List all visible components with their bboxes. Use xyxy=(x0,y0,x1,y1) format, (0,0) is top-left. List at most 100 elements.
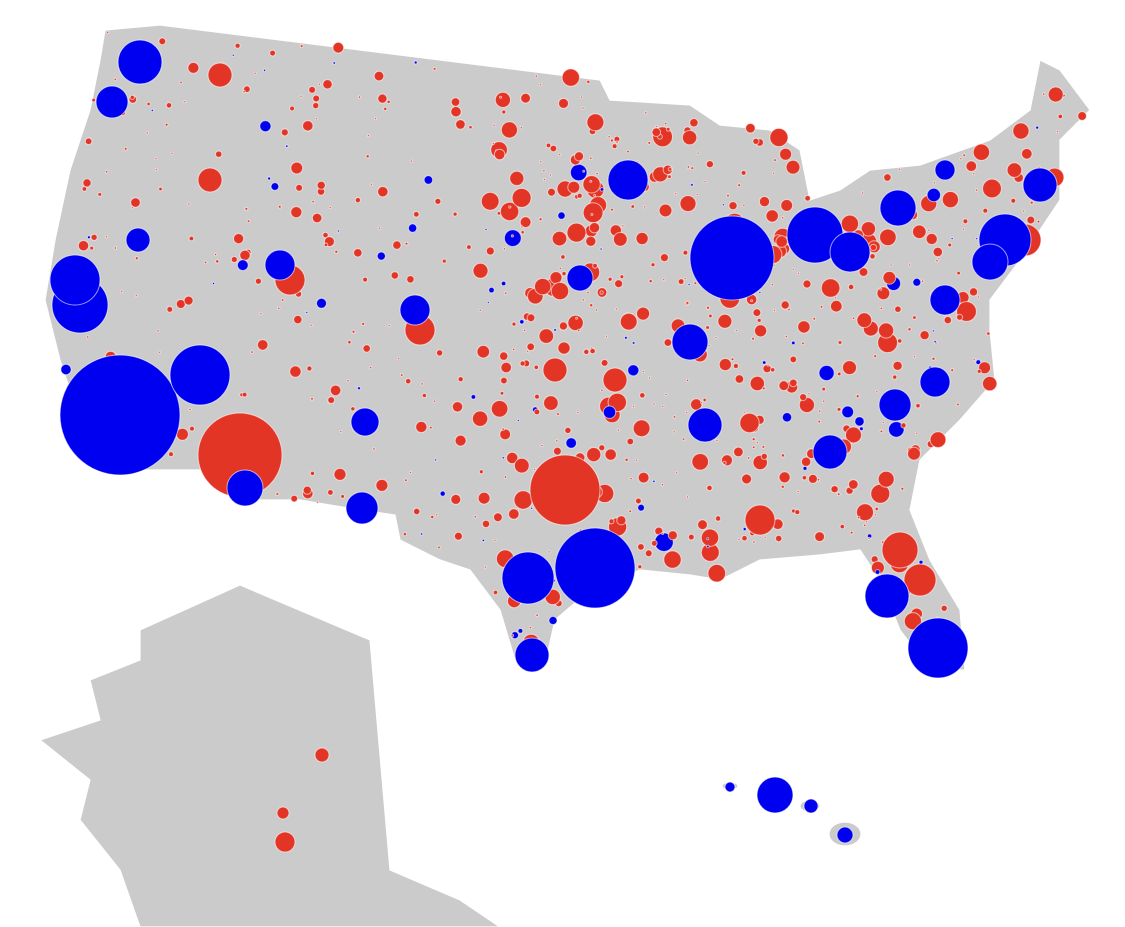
bubble xyxy=(845,426,862,444)
bubble xyxy=(667,530,678,541)
bubble xyxy=(97,192,103,197)
bubble xyxy=(230,256,238,263)
bubble xyxy=(156,329,160,333)
bubble xyxy=(947,242,953,248)
bubble xyxy=(550,281,570,301)
bubble xyxy=(648,279,653,284)
bubble xyxy=(799,393,808,402)
bubble xyxy=(874,506,879,512)
bubble xyxy=(754,324,768,338)
bubble xyxy=(739,412,760,434)
bubble xyxy=(775,534,783,543)
bubble xyxy=(557,211,566,220)
bubble xyxy=(158,37,167,46)
bubble xyxy=(267,176,272,181)
bubble xyxy=(855,394,860,399)
bubble xyxy=(576,192,583,199)
bubble xyxy=(519,216,532,229)
bubble xyxy=(801,341,805,346)
bubble xyxy=(714,335,718,339)
bubble xyxy=(519,319,525,325)
bubble xyxy=(705,160,715,169)
bubble xyxy=(726,193,730,198)
bubble xyxy=(569,163,588,182)
bubble xyxy=(780,199,794,212)
bubble xyxy=(1010,197,1017,204)
bubble xyxy=(586,79,591,85)
bubble xyxy=(975,237,979,241)
bubble xyxy=(581,298,585,302)
bubble xyxy=(165,102,173,109)
bubble xyxy=(763,535,767,539)
bubble xyxy=(607,135,611,139)
bubble xyxy=(867,536,871,540)
bubble xyxy=(977,295,981,299)
bubble xyxy=(506,451,519,465)
bubble xyxy=(619,312,638,331)
bubble xyxy=(435,513,439,517)
bubble xyxy=(530,506,534,510)
bubble xyxy=(553,328,557,332)
bubble xyxy=(323,242,329,248)
bubble xyxy=(361,321,366,326)
bubble xyxy=(766,363,770,367)
bubble xyxy=(860,221,877,237)
bubble xyxy=(314,117,318,121)
bubble xyxy=(897,167,901,171)
bubble xyxy=(117,39,163,85)
bubble xyxy=(242,90,246,94)
bubble xyxy=(564,426,572,434)
bubble xyxy=(305,311,309,314)
bubble xyxy=(889,263,893,267)
bubble xyxy=(526,342,536,352)
bubble xyxy=(157,350,161,354)
bubble xyxy=(332,41,345,54)
bubble xyxy=(879,228,897,247)
bubble xyxy=(612,231,628,247)
bubble xyxy=(742,203,746,207)
bubble xyxy=(567,314,584,332)
bubble xyxy=(513,490,533,510)
bubble xyxy=(956,313,964,321)
bubble xyxy=(687,283,691,286)
bubble xyxy=(648,376,652,380)
bubble xyxy=(423,175,434,185)
bubble xyxy=(316,180,326,190)
bubble xyxy=(430,514,435,520)
bubble xyxy=(589,303,594,308)
bubble xyxy=(802,465,808,471)
bubble xyxy=(457,376,464,383)
bubble xyxy=(940,604,948,612)
bubble xyxy=(639,392,646,399)
bubble xyxy=(769,127,789,148)
bubble xyxy=(561,271,567,277)
bubble xyxy=(933,340,937,344)
bubble xyxy=(500,361,513,374)
bubble xyxy=(968,287,979,297)
bubble xyxy=(466,244,472,250)
bubble xyxy=(82,178,92,188)
bubble xyxy=(183,295,194,306)
bubble xyxy=(888,421,905,438)
bubble xyxy=(383,106,388,112)
bubble xyxy=(293,314,303,325)
bubble xyxy=(907,327,912,332)
bubble xyxy=(592,262,598,269)
bubble xyxy=(59,354,181,476)
bubble xyxy=(818,364,835,382)
bubble xyxy=(513,457,530,474)
bubble xyxy=(526,313,536,323)
bubble xyxy=(290,161,304,175)
bubble xyxy=(89,245,95,251)
bubble xyxy=(941,191,960,209)
bubble xyxy=(264,249,296,281)
bubble xyxy=(683,277,687,281)
bubble xyxy=(667,174,672,179)
bubble xyxy=(919,330,930,341)
bubble xyxy=(520,230,525,235)
bubble xyxy=(289,105,296,112)
bubble xyxy=(259,120,272,133)
bubble xyxy=(146,101,151,107)
bubble xyxy=(253,71,257,75)
bubble xyxy=(327,489,334,496)
